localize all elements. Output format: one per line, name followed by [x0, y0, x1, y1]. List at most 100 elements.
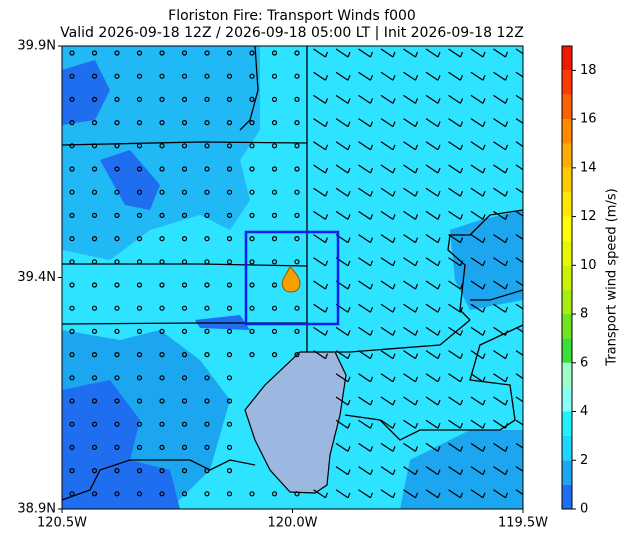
calm-circle: [91, 50, 98, 56]
barb-flag: [528, 284, 530, 289]
barb-shaft: [470, 280, 484, 290]
barb-shaft: [403, 326, 416, 336]
barb-flag: [437, 492, 441, 499]
calm-circle: [69, 468, 75, 474]
barb-flag: [414, 74, 419, 81]
barb-shaft: [470, 466, 484, 476]
barb-flag: [459, 446, 464, 452]
calm-circle: [249, 236, 255, 242]
calm-circle: [136, 398, 143, 404]
barb-shaft: [313, 326, 326, 336]
barb-shaft: [380, 210, 394, 220]
calm-circle: [181, 143, 188, 149]
barb-shaft: [493, 373, 506, 383]
calm-circle: [204, 166, 210, 172]
barb-shaft: [380, 71, 394, 81]
barb-shaft: [425, 419, 439, 429]
barb-shaft: [448, 326, 461, 336]
barb-flag: [528, 400, 530, 405]
barb-shaft: [425, 350, 439, 360]
barb-shaft: [448, 489, 461, 499]
barb-flag: [459, 190, 464, 197]
barb-shaft: [335, 396, 349, 406]
barb-flag: [369, 399, 374, 406]
calm-circle: [226, 375, 233, 381]
calm-circle: [159, 96, 165, 103]
colorbar-tick-label: 2: [580, 453, 588, 468]
calm-circle: [91, 96, 98, 103]
calm-circle: [69, 352, 75, 358]
calm-circle: [226, 282, 233, 288]
calm-circle: [271, 143, 278, 149]
calm-circle: [159, 212, 165, 218]
calm-circle: [226, 398, 233, 404]
barb-flag: [369, 214, 374, 220]
barb-flag: [369, 144, 374, 151]
barb-flag: [392, 422, 396, 429]
colorbar-tick-label: 14: [580, 160, 597, 175]
barb-shaft: [493, 118, 506, 128]
calm-circle: [69, 398, 75, 404]
barb-shaft: [493, 396, 506, 406]
barb-shaft: [380, 489, 394, 499]
calm-circle: [271, 328, 278, 334]
barb-shaft: [515, 442, 523, 449]
calm-circle: [181, 119, 188, 126]
calm-circle: [91, 375, 98, 381]
calm-circle: [159, 143, 165, 149]
calm-circle: [69, 328, 75, 334]
calm-circle: [181, 166, 188, 172]
barb-shaft: [493, 442, 506, 452]
calm-circle: [136, 189, 143, 195]
barb-shaft: [358, 442, 371, 452]
calm-circle: [226, 73, 233, 79]
calm-circle: [204, 259, 210, 265]
calm-circle: [249, 259, 255, 265]
county-line: [62, 263, 308, 267]
barb-shaft: [380, 326, 394, 336]
barb-shaft: [403, 466, 416, 476]
calm-circle: [249, 305, 255, 311]
barb-flag: [392, 190, 396, 197]
barb-flag: [437, 190, 441, 197]
colorbar-label: Transport wind speed (m/s): [605, 188, 620, 366]
barb-flag: [347, 260, 351, 267]
barb-flag: [482, 98, 486, 104]
barb-shaft: [448, 48, 461, 58]
barb-flag: [482, 446, 486, 452]
barb-flag: [369, 260, 374, 267]
barb-flag: [324, 144, 329, 151]
barb-shaft: [403, 187, 416, 197]
barb-shaft: [448, 141, 461, 151]
barb-shaft: [470, 373, 484, 383]
calm-circle: [136, 143, 143, 149]
x-tick-label: 119.5W: [498, 516, 548, 531]
barb-flag: [482, 167, 486, 174]
barb-flag: [414, 51, 419, 58]
calm-circle: [136, 166, 143, 172]
calm-circle: [204, 189, 210, 195]
calm-circle: [204, 328, 210, 334]
colorbar-segment: [562, 70, 572, 95]
county-line: [239, 46, 259, 131]
calm-circle: [91, 143, 98, 149]
calm-circle: [294, 305, 300, 311]
barb-shaft: [493, 326, 506, 336]
calm-circle: [271, 166, 278, 172]
barb-shaft: [358, 164, 371, 174]
calm-circle: [91, 352, 98, 358]
barb-flag: [528, 122, 530, 127]
calm-circle: [159, 166, 165, 172]
calm-circle: [204, 491, 210, 497]
barb-shaft: [493, 94, 506, 104]
barb-shaft: [358, 48, 371, 58]
barb-flag: [414, 190, 419, 197]
county-line: [62, 141, 308, 146]
barb-flag: [347, 353, 351, 359]
calm-circle: [114, 398, 120, 404]
barb-shaft: [313, 257, 326, 267]
barb-flag: [437, 260, 441, 267]
barb-flag: [347, 121, 351, 127]
barb-flag: [414, 214, 419, 220]
calm-circle: [226, 50, 233, 56]
